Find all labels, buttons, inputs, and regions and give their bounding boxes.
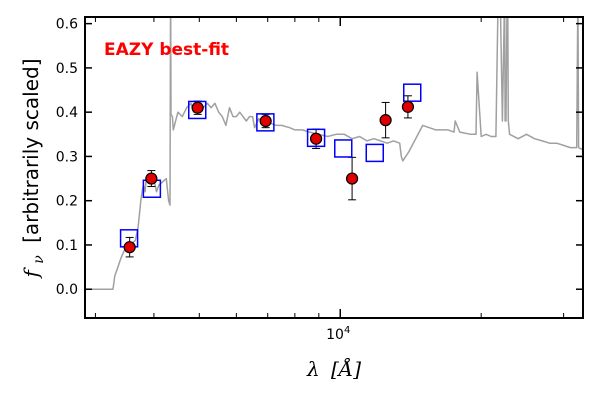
plot-frame (84, 16, 584, 319)
x-axis-label-symbol: λ (306, 357, 320, 381)
observed-photometry-point (379, 114, 392, 127)
model-photometry-square (256, 113, 275, 132)
x-axis: 104 (94, 17, 565, 343)
y-tick-label: 0.6 (56, 17, 78, 33)
model-photometry-square (188, 100, 207, 120)
observed-photometry-point (345, 172, 359, 185)
x-axis-label: λ [Å] (306, 356, 361, 381)
y-tick-label: 0.0 (56, 282, 78, 298)
model-photometry-square (334, 139, 353, 158)
observed-photometry-point (123, 241, 136, 254)
observed-photometry-point (191, 101, 204, 114)
model-photometry-square (306, 128, 326, 148)
y-axis-label-text: [arbitrarily scaled] (19, 58, 43, 242)
x-tick-label: 104 (326, 325, 350, 343)
y-axis-label-symbol: f (19, 267, 43, 280)
model-photometry-square (365, 143, 385, 163)
observed-photometry-point (259, 114, 272, 128)
y-tick-label: 0.1 (56, 238, 78, 254)
observed-photometry-point (309, 132, 323, 145)
point-layer (123, 100, 415, 254)
observed-photometry-point (401, 100, 415, 113)
y-tick-label: 0.5 (56, 61, 78, 77)
x-axis-label-unit: [Å] (331, 356, 361, 381)
y-axis-label: f ν [arbitrarily scaled] (19, 58, 48, 279)
annotation-label: EAZY best-fit (104, 40, 229, 60)
y-tick-label: 0.4 (56, 105, 78, 121)
y-tick-label: 0.3 (56, 149, 78, 165)
y-axis-label-subscript: ν (31, 255, 47, 264)
model-photometry-square (403, 83, 422, 102)
model-layer (119, 83, 422, 248)
y-tick-label: 0.2 (56, 194, 78, 210)
y-axis: 0.0 0.1 0.2 0.3 0.4 0.5 0.6 (56, 17, 583, 298)
observed-photometry-point (145, 172, 158, 185)
